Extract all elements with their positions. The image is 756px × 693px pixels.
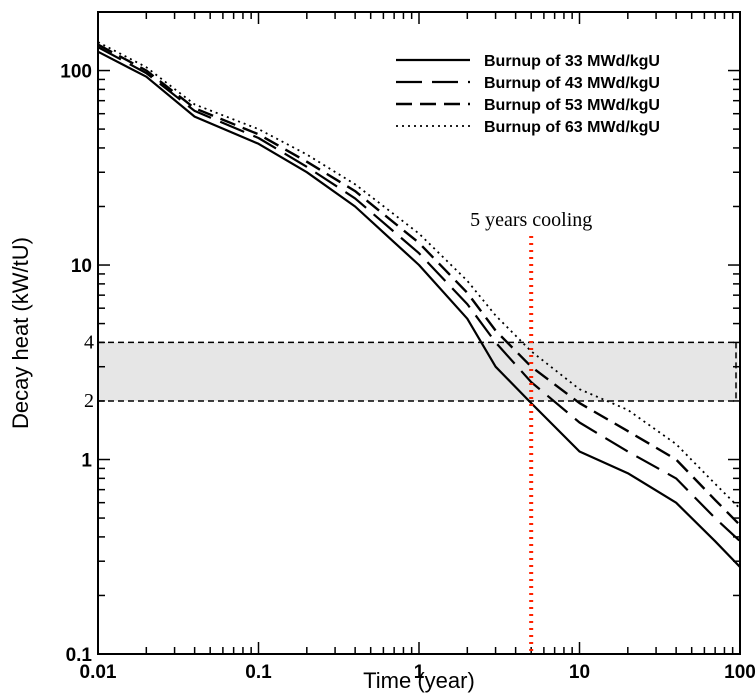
legend-label-1: Burnup of 33 MWd/kgU (484, 53, 660, 70)
cooling-marker-group: 5 years cooling (470, 209, 592, 654)
x-tick-label: 100 (724, 662, 756, 683)
series-line-4 (97, 41, 741, 510)
x-tick-label: 0.01 (80, 662, 117, 683)
legend-label-4: Burnup of 63 MWd/kgU (484, 119, 660, 136)
cooling-marker-label: 5 years cooling (470, 209, 592, 231)
y-axis-label: Decay heat (kW/tU) (8, 237, 33, 429)
series-line-1 (97, 50, 741, 568)
highlight-band-group (98, 341, 738, 402)
y-tick-label: 100 (60, 62, 92, 83)
series-line-2 (97, 46, 741, 543)
x-tick-label: 1 (414, 662, 425, 683)
y-tick-label: 0.1 (66, 645, 93, 666)
band-upper-label: 4 (84, 331, 94, 353)
highlight-band (98, 342, 738, 401)
series-lines (97, 41, 741, 568)
y-tick-label: 1 (81, 451, 92, 472)
x-tick-label: 0.1 (245, 662, 272, 683)
x-axis-label: Time (year) (363, 668, 475, 693)
band-lower-label: 2 (84, 390, 94, 412)
legend: Burnup of 33 MWd/kgU Burnup of 43 MWd/kgU… (396, 53, 660, 136)
plot-frame (97, 11, 741, 655)
y-tick-label: 10 (71, 256, 92, 277)
legend-label-3: Burnup of 53 MWd/kgU (484, 97, 660, 114)
legend-label-2: Burnup of 43 MWd/kgU (484, 75, 660, 92)
x-tick-label: 10 (569, 662, 590, 683)
series-line-3 (97, 43, 741, 526)
